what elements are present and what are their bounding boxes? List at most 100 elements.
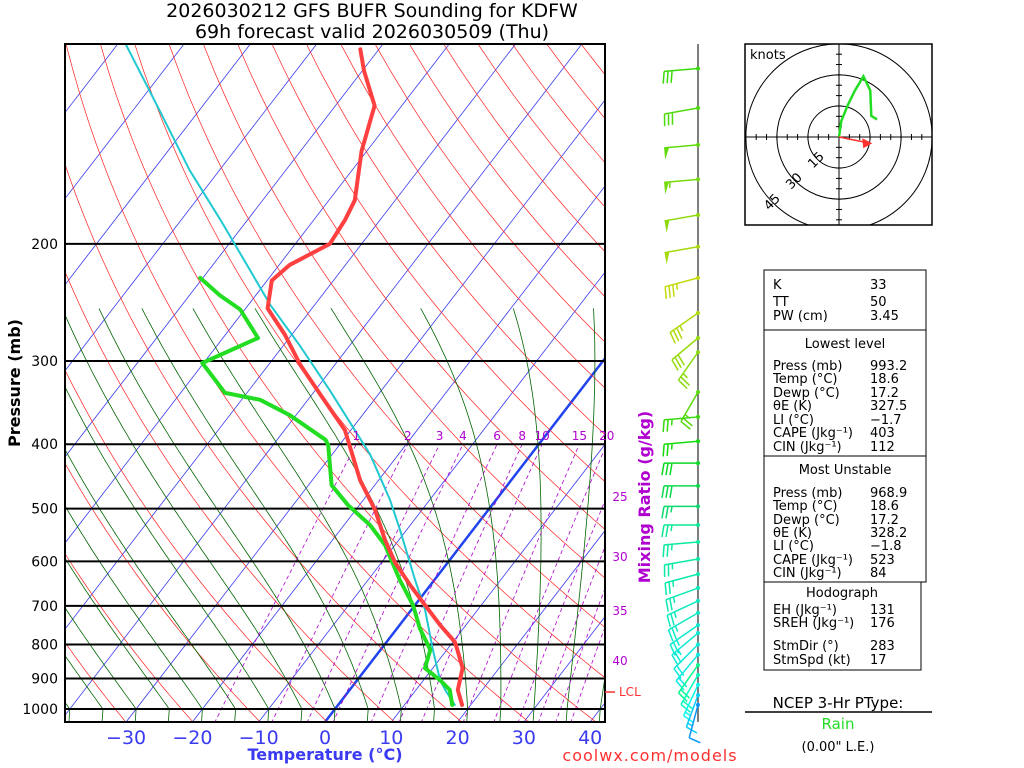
mixing-ratio-tick-label: 35 — [612, 604, 627, 618]
wind-barb-feather — [680, 376, 691, 386]
wind-barb-feather — [672, 641, 680, 654]
wind-barb-feather — [665, 462, 669, 476]
pressure-tick-label: 200 — [31, 237, 58, 253]
wind-barb-feather — [668, 581, 671, 595]
wind-barb-feather — [678, 677, 688, 688]
hodograph-units-label: knots — [750, 48, 786, 63]
storm-motion-arrowhead — [862, 138, 873, 149]
wind-barb — [671, 335, 700, 371]
mixing-ratio-tick-label: 10 — [534, 429, 549, 443]
wind-barb-feather — [661, 485, 665, 498]
index-label: EH (Jkg⁻¹) — [773, 603, 837, 618]
index-label: LI (°C) — [773, 539, 814, 554]
pressure-tick-labels: 200 300 400 500 600 700 800 900 1000 — [22, 237, 58, 718]
index-value: 18.6 — [870, 499, 899, 514]
wind-barb-staff — [669, 312, 699, 334]
mixing-ratio-tick-label: 25 — [612, 490, 627, 504]
temperature-tick-label: 20 — [446, 727, 470, 749]
wind-barb — [662, 539, 700, 558]
wind-barb — [661, 522, 700, 538]
wind-barb — [664, 177, 700, 195]
wind-barb — [662, 66, 700, 84]
wind-barb — [671, 631, 700, 666]
wind-barb — [669, 310, 700, 344]
wind-barb — [688, 702, 701, 744]
wind-barb-feather — [666, 544, 669, 557]
wind-barb-staff — [664, 416, 699, 421]
dry-adiabat — [271, 44, 605, 483]
wind-barb-flag — [664, 181, 670, 195]
wind-barb-staff — [673, 643, 699, 670]
wind-barb-feather — [680, 689, 691, 699]
wind-barb — [664, 275, 700, 299]
wind-barb-feather — [662, 419, 665, 433]
temperature-tick-label: 40 — [578, 727, 602, 749]
index-label: θE (K) — [773, 399, 812, 414]
wind-barb-half-feather — [676, 639, 681, 646]
credit-link[interactable]: coolwx.com/models — [562, 746, 737, 765]
wind-barb-feather — [670, 613, 675, 626]
index-label: StmSpd (kt) — [773, 653, 851, 668]
index-label: CAPE (Jkg⁻¹) — [773, 426, 853, 441]
wind-barb-feather — [688, 737, 701, 744]
pressure-tick-label: 700 — [31, 599, 58, 615]
mixing-ratio-labels: 1 2 3 4 6 8 10 15 20 25 30 35 40 — [353, 429, 628, 668]
wind-barb-feather — [668, 285, 671, 298]
dry-adiabat — [65, 270, 396, 722]
isotherm — [457, 529, 605, 722]
wind-barb-staff — [664, 558, 699, 566]
wind-barb-base — [696, 275, 700, 280]
temperature-tick-label: −30 — [106, 727, 146, 749]
index-value: 17 — [870, 653, 887, 668]
wind-barb-feather — [677, 379, 688, 390]
dry-adiabat — [202, 44, 605, 579]
skewt-background-lines — [65, 44, 605, 722]
wind-barb — [662, 414, 700, 433]
wind-barb-feather — [672, 284, 675, 297]
wind-barb-staff — [664, 440, 699, 445]
dry-adiabat — [306, 44, 605, 436]
wind-barb-staff — [664, 67, 699, 73]
dry-adiabat — [65, 369, 328, 722]
index-label: Press (mb) — [773, 359, 842, 374]
wind-barb-feather — [672, 329, 680, 342]
dry-adiabat — [65, 641, 127, 722]
chart-title-line1: 2026030212 GFS BUFR Sounding for KDFW — [166, 0, 578, 22]
index-value: 176 — [870, 616, 895, 631]
wind-barb-base — [696, 244, 700, 249]
index-value: −1.7 — [870, 413, 902, 428]
pressure-gridlines — [65, 242, 605, 710]
index-label: StmDir (°) — [773, 639, 839, 654]
wind-barb-staff — [664, 214, 699, 222]
wind-barb — [665, 586, 700, 612]
wind-barb-feather — [670, 70, 673, 83]
mixing-ratio-line — [214, 444, 357, 722]
wind-barb-staff — [664, 144, 699, 149]
wind-barb-feather — [661, 524, 665, 538]
wind-barb-feather — [674, 356, 682, 369]
moist-adiabat — [98, 308, 336, 722]
hodograph-indices-box — [763, 581, 922, 671]
moist-adiabat — [65, 557, 170, 722]
isotherm — [390, 443, 605, 722]
wind-barb-feather — [664, 582, 668, 596]
dry-adiabat — [134, 44, 605, 679]
wind-barb — [675, 652, 700, 691]
dry-adiabat — [374, 44, 605, 343]
temperature-tick-label: −10 — [239, 727, 279, 749]
moist-adiabat — [192, 308, 402, 722]
moist-adiabat — [330, 308, 469, 722]
temperature-tick-label: 10 — [379, 727, 403, 749]
index-value: 283 — [870, 639, 895, 654]
wind-barbs — [661, 66, 701, 744]
isotherm — [125, 99, 605, 722]
moist-adiabat — [65, 448, 237, 722]
mixing-ratio-tick-label: 8 — [518, 429, 526, 443]
mixing-ratio-tick-label: 20 — [599, 429, 614, 443]
mixing-ratio-line — [538, 545, 605, 722]
index-label: CIN (Jkg⁻¹) — [773, 566, 842, 581]
temperature-tick-labels: −30 −20 −10 0 10 20 30 40 — [106, 727, 602, 749]
index-value: 112 — [870, 440, 895, 455]
mixing-ratio-tick-label: 6 — [493, 429, 501, 443]
wind-barb-half-feather — [674, 625, 679, 632]
